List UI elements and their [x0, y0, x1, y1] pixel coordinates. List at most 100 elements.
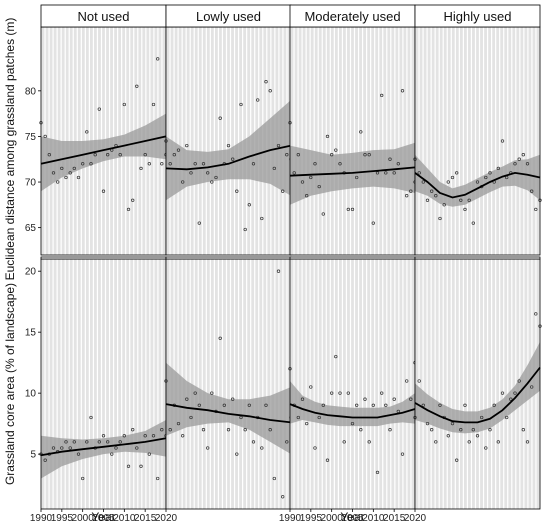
x-tick-label: 2015 — [383, 513, 406, 524]
y-tick-label: 15 — [25, 328, 37, 339]
data-point — [371, 221, 375, 225]
year-band — [114, 259, 118, 509]
year-band — [235, 259, 238, 509]
year-band — [476, 27, 479, 255]
x-axis-title: Year — [91, 510, 115, 524]
data-point — [76, 175, 81, 180]
data-point — [268, 89, 272, 93]
data-point — [530, 189, 534, 193]
year-band — [504, 259, 508, 509]
trend-line — [289, 166, 416, 177]
strip-label: Highly used — [444, 9, 512, 24]
data-point — [438, 403, 442, 407]
year-band — [302, 259, 306, 509]
data-point — [214, 175, 218, 180]
data-point — [43, 458, 47, 462]
year-band — [371, 259, 375, 509]
data-point — [264, 80, 268, 84]
data-point — [181, 180, 185, 184]
data-point — [513, 162, 517, 166]
data-point — [156, 57, 160, 61]
data-point — [346, 207, 350, 212]
year-band — [206, 27, 210, 255]
data-point — [81, 162, 85, 166]
data-point — [488, 171, 492, 175]
data-point — [334, 148, 338, 152]
year-band — [174, 27, 178, 255]
data-point — [325, 134, 330, 139]
trend-line — [414, 366, 541, 424]
data-point — [239, 102, 243, 107]
panel-distance-moderately-used: Moderately used — [288, 4, 417, 256]
data-point — [118, 153, 122, 157]
data-point — [260, 446, 264, 450]
x-tick-label: 1990 — [30, 513, 53, 524]
year-band — [447, 259, 451, 509]
year-band — [227, 27, 230, 255]
data-point — [396, 162, 400, 166]
strip-box — [414, 256, 541, 260]
year-band — [130, 259, 134, 509]
year-band — [391, 259, 395, 509]
data-point — [359, 428, 363, 432]
data-point — [300, 180, 305, 184]
data-point — [425, 421, 430, 426]
data-point — [285, 440, 289, 444]
confidence-band — [290, 381, 415, 427]
data-point — [272, 166, 276, 171]
data-point — [72, 166, 76, 171]
year-band — [49, 259, 53, 509]
panel-core-area-not-used — [39, 256, 168, 510]
data-point — [463, 207, 467, 212]
year-band — [306, 27, 310, 255]
x-tick-label: 2010 — [113, 513, 136, 524]
data-point — [276, 269, 281, 273]
data-point — [330, 153, 334, 157]
year-band — [488, 259, 492, 509]
data-point — [193, 162, 197, 166]
data-point — [438, 216, 442, 221]
data-point — [72, 440, 76, 444]
year-band — [395, 259, 399, 509]
data-point — [350, 421, 355, 426]
data-point — [430, 428, 434, 432]
data-point — [530, 385, 534, 389]
y-axis-title: Grassland core area (% of landscape) — [3, 283, 17, 485]
year-band — [81, 259, 85, 509]
strip-label: Lowly used — [196, 9, 261, 24]
year-band — [287, 259, 291, 509]
year-band — [343, 27, 346, 255]
y-tick-label: 70 — [25, 178, 37, 189]
year-band — [472, 259, 475, 509]
data-point — [367, 440, 371, 444]
data-point — [176, 421, 181, 426]
y-axis-title: Euclidean distance among grassland patch… — [3, 18, 17, 281]
data-point — [305, 421, 309, 426]
year-band — [512, 259, 516, 509]
data-point — [160, 162, 164, 166]
data-point — [496, 440, 500, 444]
year-band — [423, 259, 427, 509]
year-band — [492, 259, 496, 509]
data-point — [534, 207, 538, 212]
year-band — [367, 27, 371, 255]
data-point — [455, 458, 459, 462]
data-point — [505, 415, 509, 420]
year-band — [532, 27, 536, 255]
year-band — [443, 259, 447, 509]
year-band — [77, 259, 81, 509]
year-band — [508, 27, 512, 255]
data-point — [405, 194, 409, 198]
data-point — [392, 397, 396, 401]
year-band — [239, 259, 243, 509]
data-point — [338, 391, 342, 395]
data-point — [139, 464, 143, 468]
data-point — [492, 403, 496, 407]
year-band — [190, 259, 194, 509]
confidence-band — [41, 113, 166, 192]
data-point — [300, 397, 305, 401]
year-band — [73, 259, 77, 509]
data-point — [363, 397, 367, 401]
year-band — [439, 259, 443, 509]
data-point — [509, 397, 513, 401]
